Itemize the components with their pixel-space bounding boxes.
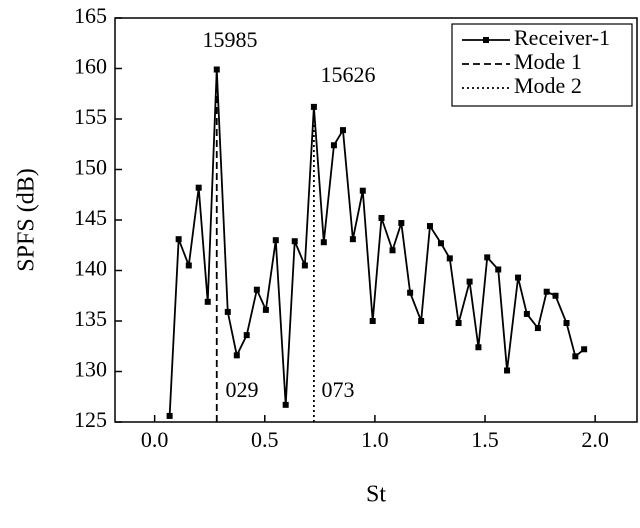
point (418, 318, 425, 324)
point (475, 344, 482, 351)
point (466, 278, 473, 285)
point (253, 286, 260, 293)
point (262, 306, 269, 313)
y-tick-label: 135 (74, 306, 107, 331)
point (166, 412, 173, 419)
point (243, 332, 250, 339)
point (426, 223, 433, 230)
series-line (168, 69, 585, 416)
point (504, 367, 511, 374)
point (282, 401, 289, 408)
x-tick-label: 0.0 (141, 427, 169, 452)
point (552, 292, 559, 299)
legend-label: Receiver-1 (514, 25, 610, 50)
point (572, 353, 579, 360)
point (224, 308, 231, 315)
x-axis-label: St (366, 482, 386, 508)
legend-box (451, 23, 633, 107)
annotation: 15626 (321, 62, 376, 87)
point (407, 289, 414, 296)
point (495, 266, 502, 273)
y-tick-label: 140 (74, 256, 107, 281)
point (455, 320, 462, 327)
point (446, 255, 453, 262)
point (213, 66, 220, 73)
point (369, 318, 376, 324)
x-tick-label: 1.5 (471, 427, 499, 452)
point (515, 274, 522, 281)
point (233, 352, 240, 359)
point (330, 142, 337, 149)
point (378, 214, 385, 221)
point (543, 288, 550, 295)
point (320, 239, 327, 246)
legend-marker (483, 37, 489, 43)
y-tick-label: 150 (74, 155, 107, 180)
x-tick-label: 0.5 (251, 427, 279, 452)
x-tick-label: 1.0 (361, 427, 389, 452)
point (484, 254, 491, 261)
point (272, 237, 279, 244)
y-axis-label: SPFS (dB) (14, 168, 40, 271)
point (195, 184, 202, 191)
legend-label: Mode 1 (514, 49, 582, 74)
annotation: 029 (226, 377, 259, 402)
point (175, 236, 182, 243)
point (389, 247, 396, 254)
point (359, 187, 366, 194)
y-tick-label: 145 (74, 205, 107, 230)
point (349, 236, 356, 243)
y-tick-label: 160 (74, 54, 107, 79)
point (534, 325, 541, 332)
point (581, 346, 588, 353)
annotation: 15985 (203, 27, 258, 52)
point (301, 262, 308, 269)
legend-label: Mode 2 (514, 73, 582, 98)
point (339, 127, 346, 134)
point (204, 298, 211, 305)
y-tick-label: 155 (74, 104, 107, 129)
point (310, 103, 317, 110)
y-tick-label: 165 (74, 3, 107, 28)
point (563, 320, 570, 327)
y-tick-label: 125 (74, 407, 107, 432)
point (398, 220, 405, 227)
annotation: 073 (322, 377, 355, 402)
point (437, 240, 444, 247)
x-tick-label: 2.0 (581, 427, 609, 452)
y-tick-label: 130 (74, 357, 107, 382)
point (291, 238, 298, 245)
point (185, 262, 192, 269)
point (523, 310, 530, 317)
